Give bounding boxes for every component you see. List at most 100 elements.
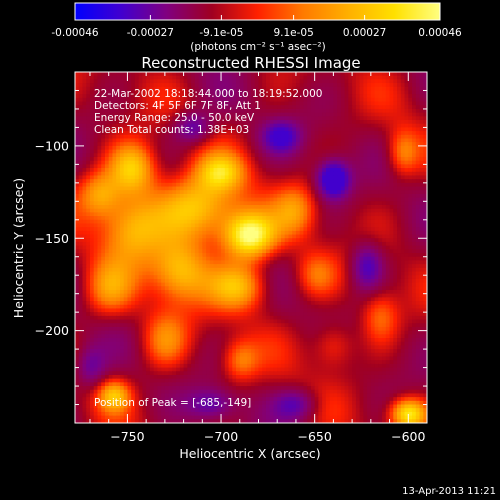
heatmap-cell [314,230,319,236]
heatmap-cell [101,79,106,84]
heatmap-cell [194,75,200,80]
heatmap-cell [183,127,188,132]
heatmap-cell [412,131,417,136]
heatmap-cell [127,90,132,95]
heatmap-cell [348,72,353,77]
heatmap-cell [359,245,364,250]
heatmap-cell [269,182,275,188]
heatmap-cell [400,101,406,106]
heatmap-cell [307,179,312,184]
heatmap-cell [333,260,338,265]
heatmap-cell [221,97,226,103]
heatmap-cell [382,245,387,250]
heatmap-cell [161,238,166,243]
heatmap-cell [191,249,196,254]
heatmap-cell [134,134,140,140]
heatmap-cell [112,241,117,247]
heatmap-cell [352,79,357,84]
heatmap-cell [355,138,361,143]
heatmap-cell [236,249,241,254]
heatmap-cell [363,97,368,103]
heatmap-cell [307,101,312,106]
heatmap-cell [363,145,368,151]
heatmap-cell [142,227,147,232]
heatmap-cell [340,153,346,158]
heatmap-cell [191,186,196,191]
heatmap-cell [131,116,136,121]
heatmap-cell [108,131,114,136]
heatmap-cell [119,212,125,217]
heatmap-cell [374,79,379,84]
heatmap-cell [340,227,346,232]
heatmap-cell [325,90,331,95]
heatmap-cell [112,219,117,225]
heatmap-cell [209,94,215,99]
heatmap-cell [82,249,87,254]
heatmap-cell [415,97,421,103]
heatmap-cell [310,138,316,143]
heatmap-cell [97,86,102,92]
heatmap-cell [251,256,256,262]
heatmap-cell [363,153,368,158]
heatmap-cell [236,223,241,228]
heatmap-cell [340,149,346,154]
heatmap-cell [209,193,215,199]
heatmap-cell [340,256,346,262]
heatmap-cell [262,105,267,110]
heatmap-cell [254,97,260,103]
heatmap-cell [75,197,80,202]
heatmap-cell [299,160,305,165]
heatmap-cell [149,108,155,114]
heatmap-cell [202,75,207,80]
heatmap-cell [355,164,361,169]
heatmap-cell [393,227,398,232]
heatmap-cell [273,219,278,225]
heatmap-cell [198,86,203,92]
heatmap-cell [273,212,278,217]
heatmap-cell [161,83,166,88]
heatmap-cell [374,105,379,110]
heatmap-cell [97,227,102,232]
heatmap-cell [239,212,245,217]
heatmap-cell [75,219,80,225]
heatmap-cell [78,120,84,125]
heatmap-cell [112,245,117,250]
heatmap-cell [284,72,290,77]
heatmap-cell [329,86,334,92]
heatmap-cell [318,94,323,99]
heatmap-cell [221,249,226,254]
heatmap-cell [348,186,353,191]
heatmap-cell [393,90,398,95]
heatmap-cell [295,145,301,151]
heatmap-cell [176,79,181,84]
heatmap-cell [194,101,200,106]
heatmap-cell [183,86,188,92]
heatmap-cell [172,241,177,247]
heatmap-cell [89,97,95,103]
heatmap-cell [404,156,409,162]
heatmap-cell [280,94,286,99]
heatmap-cell [224,142,230,147]
heatmap-cell [191,127,196,132]
heatmap-cell [352,153,357,158]
heatmap-cell [251,234,256,239]
heatmap-cell [370,90,376,95]
heatmap-cell [78,193,84,199]
heatmap-cell [202,149,207,154]
heatmap-cell [254,230,260,236]
heatmap-cell [307,123,312,129]
heatmap-cell [134,83,140,88]
heatmap-cell [295,142,301,147]
heatmap-cell [262,72,267,77]
heatmap-cell [93,83,99,88]
heatmap-cell [97,216,102,221]
heatmap-cell [179,216,185,221]
heatmap-cell [209,264,215,269]
heatmap-cell [236,264,241,269]
heatmap-cell [337,234,342,239]
heatmap-cell [224,249,230,254]
heatmap-cell [265,182,271,188]
heatmap-cell [82,201,87,206]
heatmap-cell [131,134,136,140]
heatmap-cell [101,256,106,262]
